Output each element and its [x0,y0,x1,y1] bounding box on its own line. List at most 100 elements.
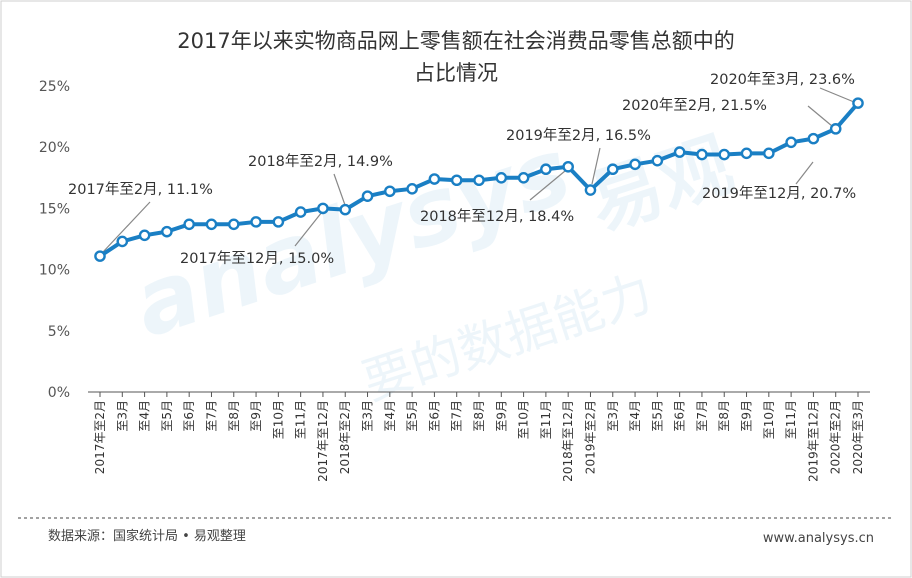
x-tick-label: 至10月 [271,400,285,439]
x-tick-label: 至3月 [361,400,375,432]
data-point [450,174,463,187]
data-point [227,218,240,231]
data-point [785,136,797,149]
x-tick-label: 2018年至2月 [338,400,352,474]
data-point [740,147,753,160]
x-tick-label: 2017年至2月 [93,400,107,474]
annotation-leaders [102,87,855,253]
data-annotation: 2018年至12月, 18.4% [420,208,574,225]
y-tick-label: 5% [48,324,70,340]
y-tick-label: 20% [39,140,70,156]
data-point [272,216,285,228]
data-point [183,218,195,231]
x-tick-label: 2020年至2月 [829,400,843,474]
data-point [673,146,686,158]
data-annotation: 2018年至2月, 14.9% [248,153,393,170]
x-tick-label: 至7月 [204,400,218,432]
x-tick-label: 至6月 [673,400,687,432]
annotation-leader [591,147,601,185]
data-annotation: 2019年至2月, 16.5% [506,127,651,144]
data-point [339,203,352,216]
data-point [807,132,820,145]
data-point [584,184,597,196]
annotation-leader [819,87,855,103]
data-annotation: 2019年至12月, 20.7% [702,185,856,202]
y-axis: 0% 5% 10% 15% 20% 25% [39,79,70,401]
data-point [161,225,173,238]
y-tick-label: 10% [39,263,70,279]
x-tick-label: 至8月 [717,400,731,432]
data-point [361,190,374,202]
annotation-leader [294,211,323,247]
x-tick-label: 至11月 [294,400,308,439]
x-tick-label: 2017年至12月 [316,400,330,482]
data-point [138,229,151,242]
data-annotation: 2020年至3月, 23.6% [710,71,855,88]
data-annotation: 2017年至12月, 15.0% [180,250,334,267]
x-tick-label: 至11月 [784,400,798,439]
data-point [829,123,842,135]
y-tick-label: 15% [39,201,70,217]
x-tick-label: 至8月 [472,400,486,432]
data-point [629,158,641,171]
data-point [250,216,262,228]
data-point [651,154,664,167]
chart-title-line2: 占比情况 [414,61,498,85]
y-tick-label: 0% [48,385,70,401]
x-tick-label: 至8月 [227,400,241,432]
x-tick-label: 至4月 [138,400,152,432]
x-tick-label: 至6月 [182,400,196,432]
x-tick-label: 至5月 [405,400,419,432]
data-point [562,160,574,173]
x-tick-label: 至7月 [450,400,464,432]
data-point [473,174,485,187]
x-axis: 2017年至2月 至3月 至4月 至5月 至6月 至7月 至8月 至9月 至10月 至11月 201… [88,391,870,482]
annotation-leader [795,161,814,185]
data-point [294,206,307,218]
data-point [116,235,129,248]
x-tick-label: 2019年至12月 [806,400,820,482]
x-tick-label: 至4月 [383,400,397,432]
site-url: www.analysys.cn [763,531,874,546]
series-layer [94,97,864,262]
annotation-leader [333,173,346,206]
x-tick-label: 至3月 [115,400,129,432]
x-tick-label: 至10月 [762,400,776,439]
data-point [606,163,619,176]
x-tick-label: 至9月 [494,400,508,432]
data-point [696,148,708,161]
x-tick-label: 至7月 [695,400,709,432]
x-tick-label: 至9月 [249,400,263,432]
data-point [428,173,441,185]
data-point [763,147,775,160]
data-point [384,185,396,198]
data-point [406,183,418,195]
x-tick-label: 2020年至3月 [851,400,865,474]
annotation-layer: 2017年至2月, 11.1% 2017年至12月, 15.0% 2018年至2月,… [68,71,856,267]
x-tick-label: 至10月 [517,400,531,439]
x-tick-label: 至5月 [160,400,174,432]
data-point [495,171,508,184]
data-point [852,97,864,109]
source-note: 数据来源：国家统计局 • 易观整理 [48,528,246,544]
x-tick-label: 至11月 [539,400,553,439]
x-tick-label: 2019年至2月 [583,400,597,474]
data-point [317,202,329,215]
data-point [94,250,106,262]
data-annotation: 2020年至2月, 21.5% [622,97,767,114]
x-tick-label: 至4月 [628,400,642,432]
annotation-leader [807,105,833,127]
annotation-leader [102,201,151,253]
data-point [205,218,218,231]
data-point [540,163,552,176]
data-point [718,148,731,161]
x-tick-label: 至6月 [427,400,441,432]
x-tick-label: 至5月 [650,400,664,432]
x-tick-label: 至9月 [740,400,754,432]
data-point [517,171,530,184]
y-tick-label: 25% [39,79,70,95]
annotation-leader [529,170,566,201]
